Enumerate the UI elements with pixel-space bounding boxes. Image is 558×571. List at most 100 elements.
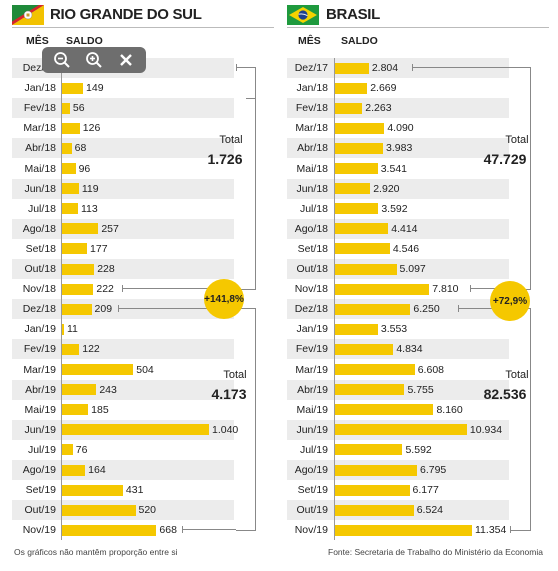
br-month-set-19: Set/19: [297, 484, 328, 497]
br-value-nov-18: 7.810: [432, 283, 459, 296]
br-month-jul-18: Jul/18: [299, 202, 328, 215]
rs-growth-badge: +141,8%: [204, 279, 244, 319]
br-month-out-18: Out/18: [296, 263, 328, 275]
br-month-jan-19: Jan/19: [296, 323, 328, 336]
rs-bracket-2018: [236, 67, 256, 290]
rs-month-jan-19: Jan/19: [24, 323, 56, 336]
br-bar-jul-19: [335, 444, 403, 456]
br-month-mar-18: Mar/18: [295, 122, 328, 135]
br-month-ago-19: Ago/19: [294, 464, 328, 476]
rs-month-jan-18: Jan/18: [24, 82, 56, 95]
br-month-out-19: Out/19: [296, 504, 328, 517]
rs-bar-fev-18: [62, 102, 70, 114]
rs-bar-ago-18: [62, 223, 99, 235]
rs-bar-jun-18: [62, 183, 79, 195]
rs-value-abr-19: 243: [99, 383, 117, 396]
rs-value-mar-18: 126: [82, 122, 101, 135]
rs-month-mar-18: Mar/18: [23, 122, 56, 135]
rs-bar-jan-18: [62, 82, 84, 94]
rs-value-jan-19: 11: [67, 323, 78, 336]
rs-month-set-18: Set/18: [25, 242, 56, 255]
rs-value-mai-18: 96: [78, 162, 91, 175]
footer-note: Os gráficos não mantêm proporção entre s…: [14, 547, 178, 557]
rs-bracket-tick-dez17: [236, 64, 237, 71]
rs-month-jun-19: Jun/19: [24, 423, 56, 436]
zoom-in-icon: [86, 52, 102, 68]
br-bar-nov-19: [335, 524, 472, 536]
br-value-ago-18: 4.414: [391, 222, 418, 235]
rs-bar-fev-19: [62, 343, 80, 355]
rs-month-jul-18: Jul/18: [27, 202, 56, 215]
rs-value-set-18: 177: [90, 242, 108, 255]
rs-month-dez-18: Dez/18: [22, 303, 56, 316]
br-value-dez-18: 6.250: [413, 303, 440, 316]
rs-value-jun-18: 119: [81, 182, 99, 195]
rs-bracket-line-dez18: [118, 308, 236, 309]
rs-bar-out-18: [62, 263, 95, 275]
rs-bar-abr-19: [62, 384, 97, 396]
zoom-in-button[interactable]: [81, 49, 107, 71]
br-bar-mar-18: [335, 122, 385, 134]
br-value-mar-18: 4.090: [387, 122, 414, 135]
rs-bar-nov-19: [62, 524, 157, 536]
rs-total-2019: 4.173: [211, 386, 247, 402]
br-total-label-2018: Total: [505, 134, 529, 146]
br-value-jul-19: 5.592: [405, 443, 432, 456]
br-bar-jul-18: [335, 203, 379, 215]
rs-value-jul-18: 113: [80, 202, 98, 215]
br-month-mar-19: Mar/19: [295, 363, 328, 376]
br-bar-out-18: [335, 263, 397, 275]
rs-value-set-19: 431: [125, 484, 144, 497]
rs-value-ago-18: 257: [101, 222, 119, 235]
rs-month-jul-19: Jul/19: [27, 443, 56, 456]
br-value-abr-18: 3.983: [386, 142, 413, 155]
br-bar-abr-18: [335, 142, 384, 154]
br-month-fev-18: Fev/18: [295, 102, 328, 115]
br-value-dez-17: 2.804: [371, 62, 399, 74]
br-bar-mai-19: [335, 404, 434, 416]
br-total-2018: 47.729: [483, 151, 527, 167]
br-month-mai-19: Mai/19: [296, 403, 328, 416]
close-icon: [120, 54, 132, 66]
br-value-out-18: 5.097: [399, 263, 426, 275]
rs-bar-jul-18: [62, 203, 78, 215]
rs-month-nov-19: Nov/19: [22, 524, 56, 537]
br-balance-header: SALDO: [341, 35, 378, 47]
rs-value-jun-19: 1.040: [212, 423, 239, 436]
br-month-mai-18: Mai/18: [296, 162, 328, 175]
br-bar-set-19: [335, 484, 410, 496]
rio-grande-do-sul-flag: [12, 5, 44, 25]
rs-value-fev-19: 122: [82, 343, 100, 356]
br-header-rule: [287, 27, 549, 28]
rs-month-header: MÊS: [26, 35, 49, 47]
br-value-fev-18: 2.263: [365, 102, 392, 115]
br-bar-mar-19: [335, 364, 415, 375]
zoom-out-button[interactable]: [49, 49, 75, 71]
br-bracket-2018: [510, 67, 531, 290]
close-button[interactable]: [113, 49, 139, 71]
br-value-ago-19: 6.795: [419, 464, 447, 476]
br-growth-badge: +72,9%: [490, 281, 530, 321]
rs-month-mar-19: Mar/19: [23, 363, 56, 376]
br-bar-ago-19: [335, 464, 417, 476]
rs-value-jan-18: 149: [86, 82, 104, 95]
br-value-set-19: 6.177: [412, 484, 439, 497]
rs-total-2018: 1.726: [207, 151, 243, 167]
br-bracket-line-dez17: [412, 67, 510, 68]
br-value-mai-18: 3.541: [380, 162, 407, 175]
br-value-jun-19: 10.934: [469, 423, 503, 436]
br-bracket-line-nov18: [470, 288, 510, 289]
br-bar-fev-18: [335, 102, 363, 114]
rs-value-fev-18: 56: [72, 102, 85, 115]
br-month-nov-18: Nov/18: [294, 283, 328, 296]
zoom-out-icon: [54, 52, 70, 68]
rs-bracket-connector: [246, 98, 255, 99]
rs-bar-jan-19: [62, 323, 64, 335]
br-value-mar-19: 6.608: [417, 363, 444, 376]
br-month-jan-18: Jan/18: [296, 82, 328, 95]
br-month-set-18: Set/18: [297, 242, 328, 255]
br-bar-jun-19: [335, 424, 467, 436]
br-bar-mai-18: [335, 163, 378, 174]
rs-bar-out-19: [62, 504, 136, 516]
rs-bracket-line-nov18: [122, 288, 236, 289]
